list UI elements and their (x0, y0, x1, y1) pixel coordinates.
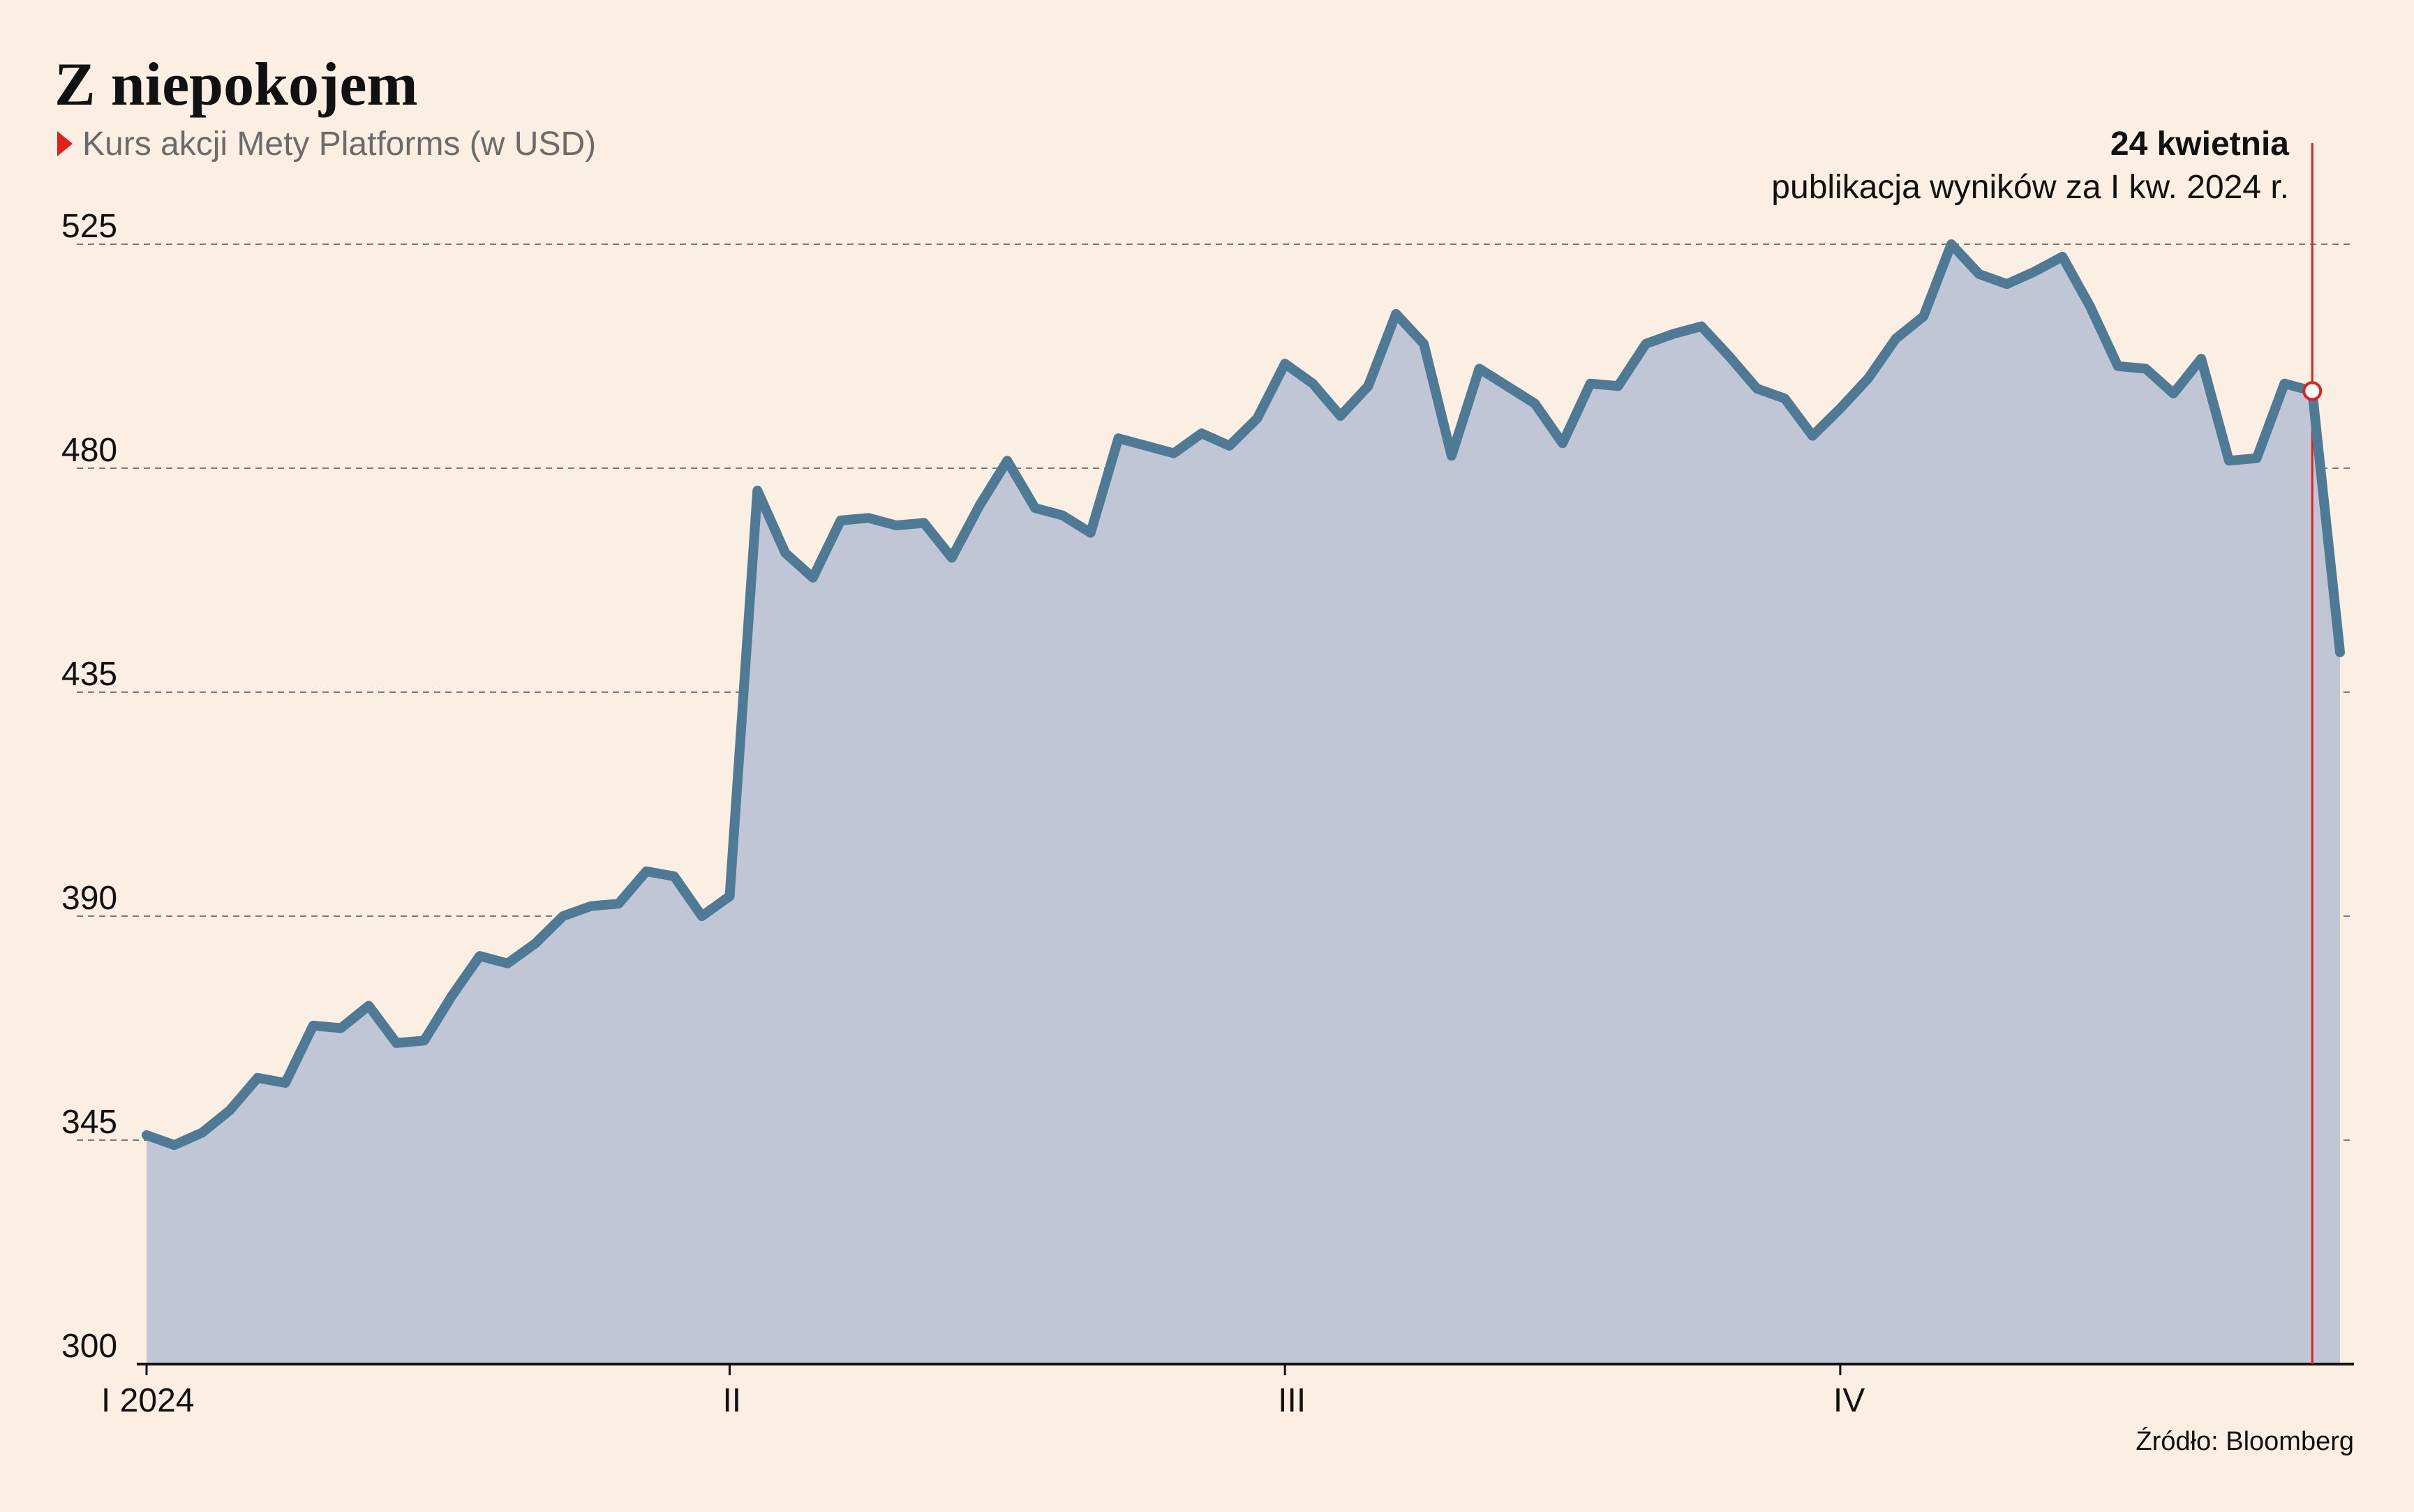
y-axis-ticks: 525 480 435 390 345 300 (61, 208, 117, 1365)
y-tick-label: 345 (61, 1104, 117, 1141)
source-note: Źródło: Bloomberg (2136, 1426, 2354, 1456)
x-tick-label: IV (1833, 1382, 1865, 1419)
chart-subtitle: Kurs akcji Mety Platforms (w USD) (82, 126, 596, 163)
annotation-marker (2302, 381, 2323, 401)
y-tick-label: 390 (61, 880, 117, 917)
annotation-date: 24 kwietnia (2110, 126, 2289, 163)
area-fill (147, 244, 2340, 1364)
annotation-label: publikacja wyników za I kw. 2024 r. (1771, 169, 2289, 206)
x-tick-label: I 2024 (101, 1382, 194, 1419)
x-tick-label: III (1278, 1382, 1306, 1419)
x-tick-label: II (722, 1382, 741, 1419)
y-tick-label: 525 (61, 208, 117, 245)
y-tick-label: 300 (61, 1328, 117, 1365)
chart-title: Z niepokojem (54, 51, 418, 119)
y-tick-label: 480 (61, 432, 117, 469)
y-tick-label: 435 (61, 656, 117, 693)
subtitle-marker-icon (57, 131, 73, 156)
price-line (142, 239, 2345, 1151)
x-axis-ticks: I 2024 II III IV (101, 1364, 1865, 1419)
